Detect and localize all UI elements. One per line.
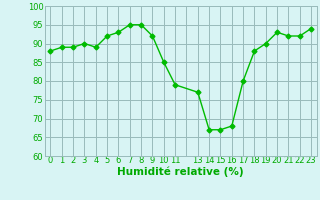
X-axis label: Humidité relative (%): Humidité relative (%) xyxy=(117,166,244,177)
